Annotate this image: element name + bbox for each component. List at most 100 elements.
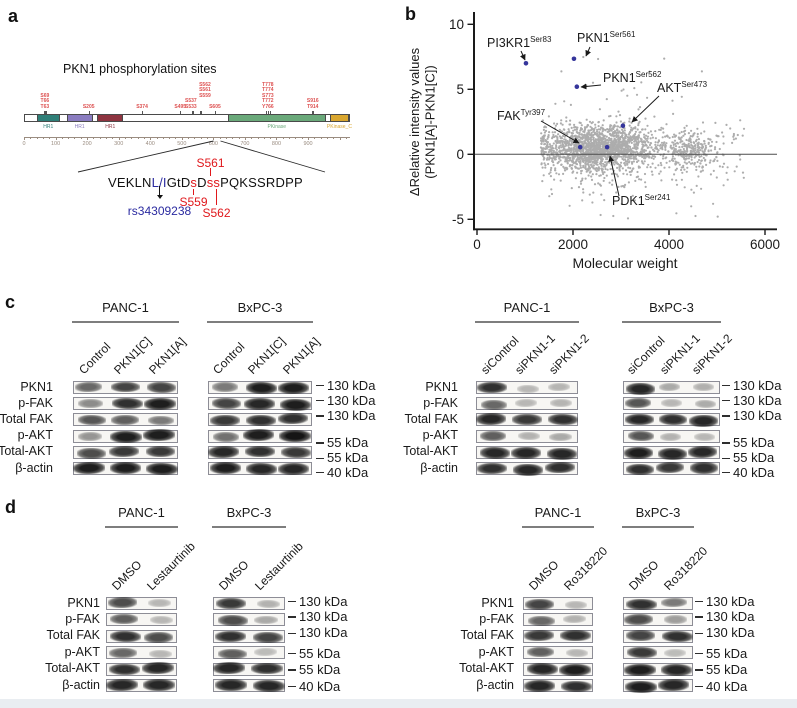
blot-band: [252, 679, 285, 692]
marker-dash: [316, 471, 324, 474]
seq-residue-s562: s: [213, 175, 221, 190]
blot-band: [75, 381, 103, 392]
marker-label: 130 kDa: [706, 593, 755, 609]
blot-band: [212, 432, 240, 443]
ruler-tick: [345, 137, 347, 139]
ruler-tick: [289, 137, 291, 139]
phospho-site-tick: [180, 110, 182, 114]
x-tick-label: 0: [473, 237, 481, 252]
phospho-site-tick: [88, 110, 90, 114]
marker-dash: [695, 600, 703, 603]
panel-a-title: PKN1 phosphorylation sites: [63, 62, 217, 76]
panel-c-letter: c: [5, 292, 16, 312]
annotation-arrow: [540, 120, 580, 144]
ruler-number: 0: [22, 141, 26, 147]
blot-band: [548, 432, 572, 441]
cell-line-header: BxPC-3: [237, 300, 283, 315]
x-tick-label: 4000: [654, 237, 684, 252]
annotation-arrow: [608, 155, 620, 197]
blot-band: [244, 446, 276, 458]
seq-segment: VEKLN: [108, 175, 152, 190]
ruler-tick: [207, 137, 209, 139]
highlight-point: [620, 123, 626, 128]
lane-label: Lestaurtinib: [252, 539, 306, 593]
s562-label: S562: [202, 206, 231, 220]
blot-band: [145, 446, 176, 458]
x-tick-label: 2000: [558, 237, 588, 252]
blot-band: [627, 430, 654, 442]
highlighted-points: [523, 56, 626, 150]
blot-row-label: Total FAK: [46, 628, 101, 643]
domain-box-pkinase: [227, 114, 326, 122]
ruler-tick: [61, 137, 63, 139]
page-edge-strip: [0, 699, 797, 708]
marker-label: 130 kDa: [299, 608, 348, 624]
blot-band: [108, 445, 139, 458]
blot-band: [277, 412, 309, 425]
ruler-number: 700: [240, 141, 250, 147]
ruler-tick: [301, 137, 303, 139]
marker-label: 55 kDa: [733, 435, 775, 451]
blot-band: [663, 615, 688, 624]
ruler-tick: [181, 137, 183, 141]
blot-band: [623, 446, 654, 459]
blot-band: [208, 445, 240, 458]
blot-band: [524, 598, 555, 610]
annotations: PI3KR1Ser83 PKN1Ser561 PKN1Ser562AKTSer473…: [487, 30, 708, 208]
marker-dash: [316, 415, 324, 417]
blot-band: [688, 414, 718, 427]
annotation-arrow: [631, 95, 660, 123]
blot-band: [209, 462, 241, 474]
cell-line-underline: [622, 526, 694, 528]
blot-row-label: β-actin: [62, 677, 100, 692]
site-label: S69: [40, 92, 50, 99]
blot-row-label: PKN1: [425, 379, 458, 394]
blot-band: [694, 433, 715, 442]
variant-arrow-line: [158, 186, 161, 195]
marker-label: 130 kDa: [327, 392, 376, 408]
marker-label: 130 kDa: [299, 593, 348, 609]
blot-band: [217, 648, 247, 659]
phospho-site-labels: T778 T774 S773 T772 Y766: [252, 82, 284, 110]
marker-dash: [695, 632, 703, 634]
ruler-tick: [169, 137, 171, 139]
blot-band: [254, 616, 279, 625]
cell-line-header: PANC-1: [102, 300, 149, 315]
phospho-site-labels: S605: [199, 104, 231, 110]
blot-row-label: Total-AKT: [0, 444, 53, 459]
blot-band: [246, 462, 278, 475]
lane-label: DMSO: [625, 557, 661, 593]
protein-bar: [24, 114, 350, 122]
cell-line-underline: [72, 321, 179, 323]
ruler-tick: [55, 137, 57, 141]
phospho-site-tick: [269, 110, 271, 114]
blot-band: [550, 399, 572, 408]
blot-band: [149, 615, 173, 624]
marker-label: 130 kDa: [299, 625, 348, 641]
lane-label: PKN1[C]: [110, 334, 154, 377]
marker-dash: [316, 384, 324, 387]
blot-band: [143, 631, 174, 643]
marker-dash: [695, 669, 703, 671]
blot-band: [110, 415, 139, 426]
lane-label: Control: [210, 339, 248, 377]
site-label: Y766: [261, 103, 274, 110]
highlight-point: [604, 144, 610, 150]
marker-dash: [288, 685, 296, 688]
blot-band: [527, 615, 555, 626]
blot-band: [660, 597, 688, 608]
blot-band: [624, 413, 654, 426]
cell-line-header: BxPC-3: [649, 300, 694, 315]
lane-label: PKN1[A]: [145, 334, 189, 377]
cell-line-underline: [475, 321, 579, 323]
blot-band: [212, 397, 242, 410]
blot-band: [512, 463, 543, 476]
marker-dash: [316, 400, 324, 402]
phospho-site-tick: [193, 110, 195, 114]
ruler-tick: [30, 137, 32, 139]
ruler-tick: [24, 137, 25, 141]
blot-band: [517, 431, 540, 441]
blot-band: [514, 398, 537, 407]
blot-band: [78, 398, 103, 408]
cell-line-header: BxPC-3: [635, 505, 681, 520]
